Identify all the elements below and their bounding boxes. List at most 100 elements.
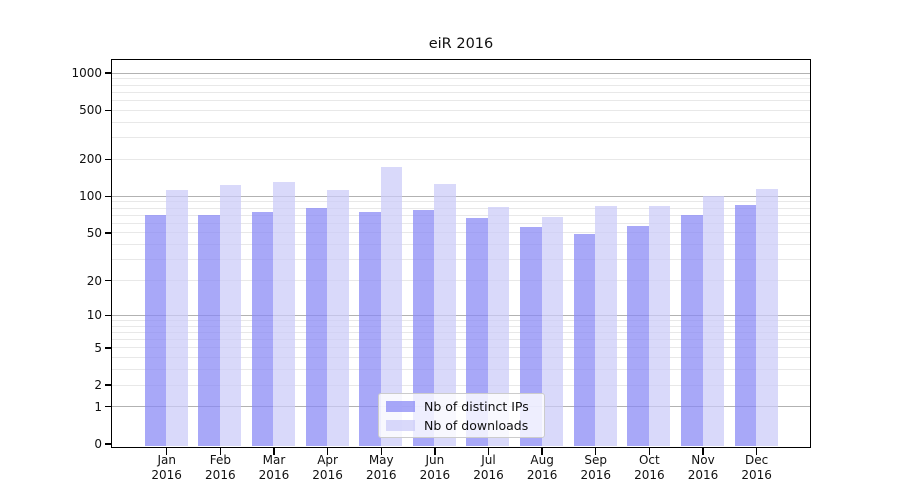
x-tick-label-feb: Feb 2016 [205, 453, 236, 482]
y-tick-label-100: 100 [79, 189, 102, 204]
gridline-1000 [112, 72, 810, 74]
legend-label-downloads: Nb of downloads [424, 417, 529, 433]
legend-row-distinct-ips: Nb of distinct IPs [386, 398, 537, 414]
x-tick-apr [326, 448, 329, 455]
x-tick-nov [702, 448, 704, 455]
bar-oct-downloads [648, 206, 671, 446]
gridline-20 [112, 280, 810, 282]
y-tick-1000 [104, 72, 112, 74]
x-tick-jun [434, 448, 436, 455]
gridline-6 [112, 339, 810, 341]
gridline-50 [112, 232, 810, 234]
bar-jan-downloads [166, 189, 188, 446]
y-tick-100 [104, 195, 112, 197]
gridline-60 [112, 222, 810, 224]
x-tick-dec [755, 448, 758, 455]
gridline-8 [112, 325, 810, 327]
gridline-100 [112, 195, 810, 197]
gridline-2 [112, 384, 810, 386]
x-tick-label-dec: Dec 2016 [741, 453, 772, 482]
x-tick-label-nov: Nov 2016 [687, 453, 719, 482]
legend-label-distinct-ips: Nb of distinct IPs [424, 398, 529, 414]
y-tick-label-20: 20 [86, 273, 102, 288]
gridline-30 [112, 259, 810, 261]
bar-sep-distinct-ips [573, 233, 596, 446]
bar-nov-downloads [702, 195, 724, 446]
y-tick-1 [104, 406, 112, 408]
gridline-3 [112, 369, 810, 371]
y-tick-label-1000: 1000 [71, 66, 102, 81]
bar-apr-distinct-ips [305, 207, 328, 446]
gridline-600 [112, 100, 810, 102]
x-tick-label-apr: Apr 2016 [312, 453, 343, 482]
y-tick-10 [104, 314, 112, 316]
gridline-7 [112, 331, 810, 333]
bar-jul-downloads [487, 206, 510, 446]
bar-apr-downloads [327, 189, 349, 446]
bar-sep-downloads [595, 206, 617, 446]
x-tick-may [380, 448, 382, 455]
gridline-4 [112, 357, 810, 359]
x-tick-jan [166, 448, 168, 455]
legend-swatch-distinct-ips [386, 400, 415, 412]
plot-inner [112, 60, 810, 447]
bar-may-downloads [380, 166, 403, 446]
legend: Nb of distinct IPs Nb of downloads [378, 393, 545, 438]
bar-aug-distinct-ips [520, 227, 542, 446]
bar-dec-distinct-ips [734, 205, 757, 446]
x-tick-sep [595, 448, 597, 455]
gridline-200 [112, 158, 810, 160]
x-tick-oct [648, 448, 651, 455]
bar-jun-downloads [434, 183, 456, 446]
plot-area [111, 59, 811, 448]
gridline-700 [112, 91, 810, 93]
y-tick-label-500: 500 [79, 103, 102, 118]
y-tick-label-50: 50 [86, 225, 102, 240]
bar-mar-distinct-ips [251, 211, 274, 446]
y-tick-0 [104, 443, 112, 445]
y-tick-label-0: 0 [94, 437, 102, 451]
y-tick-50 [104, 232, 112, 234]
bar-mar-downloads [273, 181, 295, 446]
x-tick-label-mar: Mar 2016 [258, 453, 290, 482]
y-tick-label-200: 200 [79, 152, 102, 167]
legend-row-downloads: Nb of downloads [386, 417, 537, 433]
x-tick-feb [219, 448, 222, 455]
y-tick-5 [104, 347, 112, 349]
gridline-400 [112, 121, 810, 123]
y-tick-label-10: 10 [86, 308, 102, 323]
bar-aug-downloads [541, 217, 564, 446]
gridline-500 [112, 109, 810, 111]
y-tick-label-5: 5 [94, 340, 102, 355]
x-tick-label-jan: Jan 2016 [151, 453, 182, 482]
x-tick-label-aug: Aug 2016 [526, 453, 558, 482]
bar-may-distinct-ips [359, 211, 381, 446]
x-tick-label-jun: Jun 2016 [419, 453, 451, 482]
y-tick-200 [104, 158, 112, 160]
x-tick-aug [541, 448, 543, 455]
bar-feb-downloads [219, 184, 242, 446]
gridline-900 [112, 78, 810, 80]
x-tick-jul [487, 448, 490, 455]
bar-feb-distinct-ips [198, 214, 220, 446]
x-tick-mar [273, 448, 275, 455]
x-tick-label-jul: Jul 2016 [473, 453, 504, 482]
bar-jan-distinct-ips [144, 214, 167, 446]
gridline-9 [112, 319, 810, 321]
legend-swatch-downloads [386, 419, 415, 431]
gridline-800 [112, 84, 810, 86]
chart-title: eiR 2016 [428, 36, 494, 52]
bar-jun-distinct-ips [412, 210, 435, 446]
x-tick-label-sep: Sep 2016 [580, 453, 611, 482]
gridline-90 [112, 201, 810, 203]
gridline-80 [112, 207, 810, 209]
gridline-5 [112, 347, 810, 349]
y-tick-20 [104, 279, 112, 282]
gridline-70 [112, 214, 810, 216]
x-tick-label-may: May 2016 [365, 453, 397, 482]
gridline-40 [112, 244, 810, 246]
y-tick-label-1: 1 [94, 399, 102, 414]
bar-nov-distinct-ips [681, 214, 703, 446]
gridline-300 [112, 137, 810, 139]
